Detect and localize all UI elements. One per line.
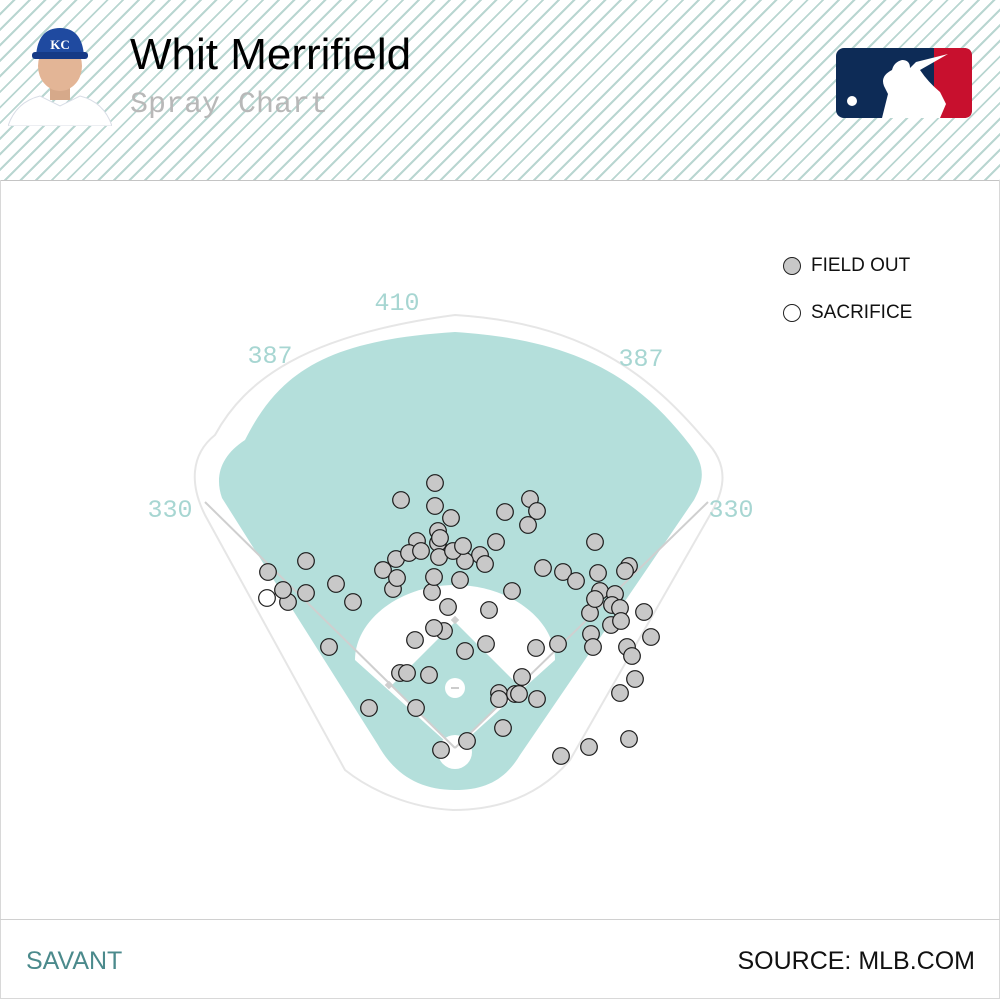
batted-ball-points — [258, 474, 660, 765]
legend-label-sacrifice: SACRIFICE — [811, 302, 913, 323]
point-field-out — [589, 564, 607, 582]
second-base — [450, 615, 460, 625]
point-field-out — [549, 635, 567, 653]
point-sacrifice — [258, 589, 276, 607]
header-banner: KC Whit Merrifield Spray Chart — [0, 0, 1000, 181]
savant-link[interactable]: SAVANT — [26, 947, 123, 975]
point-field-out — [586, 533, 604, 551]
point-field-out — [616, 562, 634, 580]
legend-item-field-out: FIELD OUT — [783, 254, 912, 278]
point-field-out — [451, 571, 469, 589]
source-label: SOURCE: MLB.COM — [737, 947, 975, 975]
point-field-out — [476, 555, 494, 573]
point-field-out — [534, 559, 552, 577]
point-field-out — [297, 552, 315, 570]
point-field-out — [477, 635, 495, 653]
point-field-out — [567, 572, 585, 590]
point-field-out — [412, 542, 430, 560]
point-field-out — [456, 642, 474, 660]
cap-logo-text: KC — [50, 37, 70, 52]
point-field-out — [496, 503, 514, 521]
point-field-out — [426, 474, 444, 492]
point-field-out — [554, 563, 572, 581]
point-field-out — [584, 638, 602, 656]
point-field-out — [528, 502, 546, 520]
point-field-out — [620, 730, 638, 748]
point-field-out — [297, 584, 315, 602]
chart-subtitle: Spray Chart — [130, 88, 329, 122]
point-field-out — [392, 491, 410, 509]
point-field-out — [360, 699, 378, 717]
point-field-out — [503, 582, 521, 600]
point-field-out — [635, 603, 653, 621]
point-field-out — [458, 732, 476, 750]
point-field-out — [423, 583, 441, 601]
point-field-out — [388, 569, 406, 587]
point-field-out — [425, 568, 443, 586]
distance-left-center: 387 — [247, 342, 292, 371]
distance-right-center: 387 — [618, 345, 663, 374]
point-field-out — [626, 670, 644, 688]
warning-track-outline — [193, 313, 724, 812]
point-field-out — [320, 638, 338, 656]
point-field-out — [425, 619, 443, 637]
player-headshot: KC — [8, 28, 112, 126]
point-field-out — [623, 647, 641, 665]
point-field-out — [586, 590, 604, 608]
point-field-out — [611, 684, 629, 702]
point-field-out — [490, 690, 508, 708]
point-field-out — [519, 516, 537, 534]
point-field-out — [431, 529, 449, 547]
point-field-out — [513, 668, 531, 686]
point-field-out — [494, 719, 512, 737]
legend-swatch-sacrifice — [783, 304, 801, 322]
legend-label-field-out: FIELD OUT — [811, 255, 911, 276]
point-field-out — [612, 612, 630, 630]
third-base — [384, 680, 394, 690]
legend-item-sacrifice: SACRIFICE — [783, 301, 912, 325]
point-field-out — [510, 685, 528, 703]
point-field-out — [406, 631, 424, 649]
point-field-out — [487, 533, 505, 551]
distance-left-line: 330 — [147, 496, 192, 525]
point-field-out — [398, 664, 416, 682]
legend-swatch-field-out — [783, 257, 801, 275]
point-field-out — [327, 575, 345, 593]
point-field-out — [259, 563, 277, 581]
point-field-out — [407, 699, 425, 717]
mlb-logo — [836, 48, 972, 118]
legend: FIELD OUT SACRIFICE — [783, 254, 912, 348]
fence-distance-labels: 330 387 410 387 330 — [147, 289, 753, 525]
point-field-out — [480, 601, 498, 619]
point-field-out — [374, 561, 392, 579]
point-field-out — [642, 628, 660, 646]
point-field-out — [454, 537, 472, 555]
point-field-out — [344, 593, 362, 611]
point-field-out — [420, 666, 438, 684]
distance-right-line: 330 — [708, 496, 753, 525]
point-field-out — [432, 741, 450, 759]
point-field-out — [426, 497, 444, 515]
point-field-out — [552, 747, 570, 765]
page-title: Whit Merrifield — [130, 30, 412, 79]
footer-divider — [0, 919, 1000, 920]
point-field-out — [580, 738, 598, 756]
point-field-out — [528, 690, 546, 708]
point-field-out — [527, 639, 545, 657]
pitchers-rubber — [451, 687, 459, 689]
point-field-out — [442, 509, 460, 527]
point-field-out — [274, 581, 292, 599]
distance-center: 410 — [374, 289, 419, 318]
point-field-out — [439, 598, 457, 616]
